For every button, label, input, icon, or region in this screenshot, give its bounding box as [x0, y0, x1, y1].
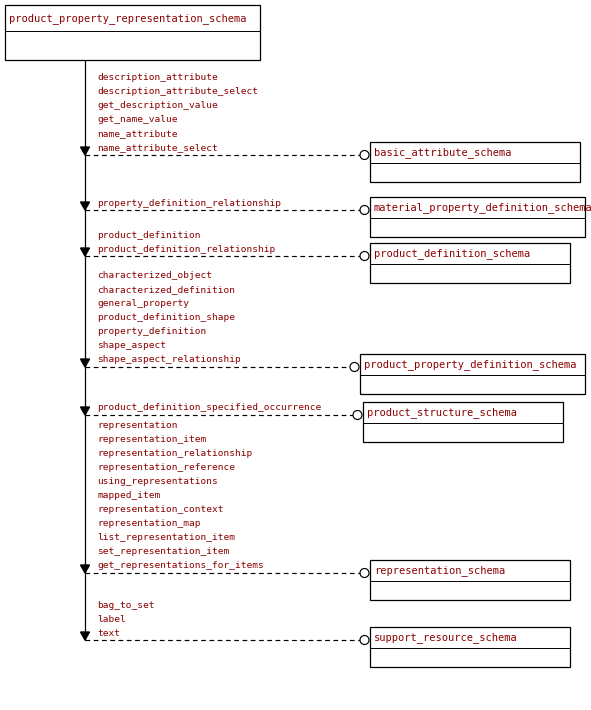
Text: representation_item: representation_item	[97, 435, 206, 444]
Text: product_definition_specified_occurrence: product_definition_specified_occurrence	[97, 403, 322, 413]
Text: set_representation_item: set_representation_item	[97, 547, 229, 557]
Text: product_property_representation_schema: product_property_representation_schema	[9, 13, 246, 24]
Text: product_structure_schema: product_structure_schema	[367, 407, 517, 418]
Polygon shape	[80, 202, 89, 210]
Text: property_definition: property_definition	[97, 327, 206, 337]
Text: general_property: general_property	[97, 300, 189, 309]
Text: representation_schema: representation_schema	[374, 565, 505, 576]
Text: characterized_object: characterized_object	[97, 271, 212, 280]
Polygon shape	[80, 248, 89, 256]
Text: name_attribute_select: name_attribute_select	[97, 143, 217, 153]
Text: characterized_definition: characterized_definition	[97, 285, 235, 295]
Text: get_name_value: get_name_value	[97, 116, 177, 124]
Text: label: label	[97, 614, 126, 623]
Bar	[370, 243, 570, 283]
Text: name_attribute: name_attribute	[97, 129, 177, 138]
Bar	[363, 402, 563, 442]
Text: mapped_item: mapped_item	[97, 491, 160, 501]
Circle shape	[360, 569, 369, 577]
Circle shape	[360, 251, 369, 261]
Text: product_definition_shape: product_definition_shape	[97, 314, 235, 322]
Text: description_attribute_select: description_attribute_select	[97, 87, 258, 97]
Bar	[5, 5, 260, 60]
Text: material_property_definition_schema: material_property_definition_schema	[374, 202, 591, 213]
Bar	[370, 142, 580, 182]
Text: representation_reference: representation_reference	[97, 464, 235, 472]
Text: get_representations_for_items: get_representations_for_items	[97, 562, 264, 571]
Text: product_definition: product_definition	[97, 231, 200, 239]
Bar	[370, 560, 570, 600]
Text: product_property_definition_schema: product_property_definition_schema	[364, 359, 576, 370]
Text: using_representations: using_representations	[97, 478, 217, 486]
Bar	[370, 627, 570, 667]
Circle shape	[353, 410, 362, 420]
Text: property_definition_relationship: property_definition_relationship	[97, 199, 281, 207]
Circle shape	[360, 151, 369, 160]
Circle shape	[350, 363, 359, 371]
Text: representation_relationship: representation_relationship	[97, 449, 252, 459]
Polygon shape	[80, 147, 89, 155]
Circle shape	[360, 635, 369, 645]
Text: text: text	[97, 628, 120, 638]
Text: list_representation_item: list_representation_item	[97, 533, 235, 542]
Text: representation_map: representation_map	[97, 520, 200, 528]
Bar	[370, 197, 585, 237]
Text: support_resource_schema: support_resource_schema	[374, 632, 518, 643]
Text: get_description_value: get_description_value	[97, 102, 217, 111]
Text: representation: representation	[97, 422, 177, 430]
Polygon shape	[80, 407, 89, 415]
Text: bag_to_set: bag_to_set	[97, 601, 154, 609]
Text: shape_aspect_relationship: shape_aspect_relationship	[97, 356, 241, 364]
Polygon shape	[80, 565, 89, 573]
Polygon shape	[80, 359, 89, 367]
Text: representation_context: representation_context	[97, 506, 223, 515]
Bar	[360, 354, 585, 394]
Text: basic_attribute_schema: basic_attribute_schema	[374, 147, 511, 158]
Text: product_definition_relationship: product_definition_relationship	[97, 244, 275, 253]
Circle shape	[360, 205, 369, 214]
Text: product_definition_schema: product_definition_schema	[374, 248, 530, 259]
Text: description_attribute: description_attribute	[97, 74, 217, 82]
Text: shape_aspect: shape_aspect	[97, 342, 166, 351]
Polygon shape	[80, 632, 89, 640]
